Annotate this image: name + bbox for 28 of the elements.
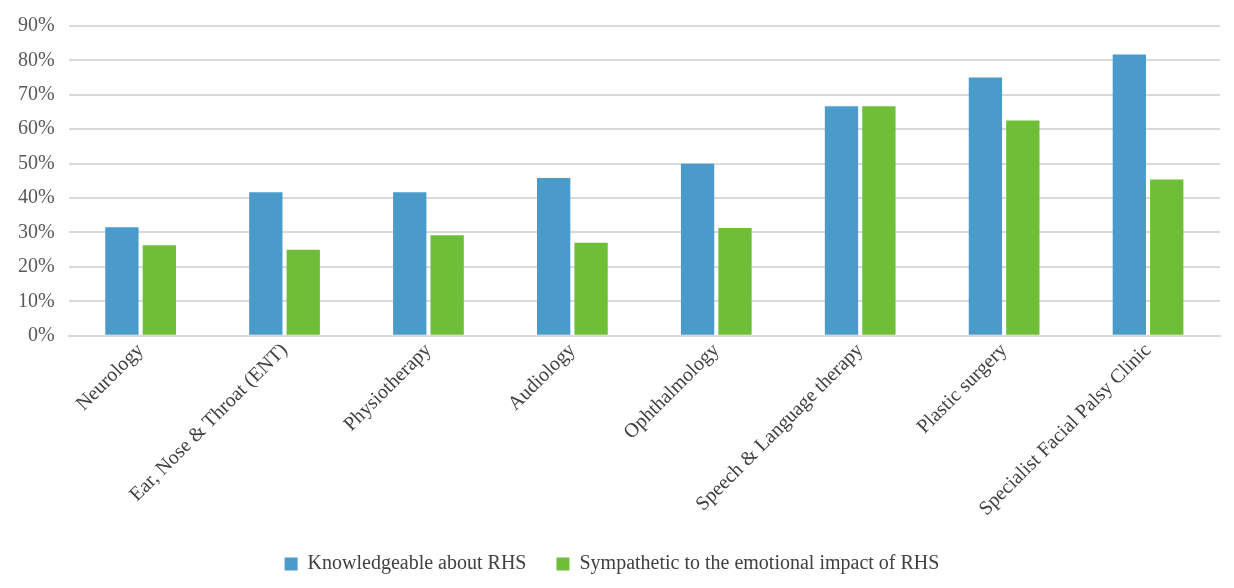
- bar: [393, 192, 427, 335]
- y-tick-label: 70%: [17, 82, 55, 105]
- bar: [1006, 120, 1040, 335]
- y-tick-label: 50%: [17, 150, 55, 173]
- y-tick-label: 20%: [17, 254, 55, 277]
- y-tick-label: 80%: [17, 47, 55, 70]
- legend-label: Knowledgeable about RHS: [307, 551, 527, 575]
- bar: [249, 192, 283, 335]
- bar: [718, 227, 752, 335]
- bar: [142, 245, 176, 335]
- legend-label: Sympathetic to the emotional impact of RHS: [579, 551, 940, 575]
- bar: [1150, 179, 1184, 335]
- bar: [574, 242, 608, 335]
- bar: [286, 249, 320, 335]
- y-tick-label: 40%: [17, 185, 55, 208]
- bar: [862, 106, 896, 335]
- bar: [968, 77, 1003, 335]
- bar: [1112, 54, 1146, 335]
- y-tick-label: 90%: [17, 13, 55, 36]
- y-tick-label: 0%: [27, 322, 55, 345]
- bar: [105, 227, 139, 335]
- y-tick-label: 10%: [17, 288, 55, 311]
- y-tick-label: 30%: [17, 219, 55, 242]
- bar: [430, 235, 464, 335]
- bar: [680, 163, 715, 335]
- y-tick-label: 60%: [17, 116, 55, 139]
- bar: [537, 178, 571, 335]
- bar: [824, 106, 859, 335]
